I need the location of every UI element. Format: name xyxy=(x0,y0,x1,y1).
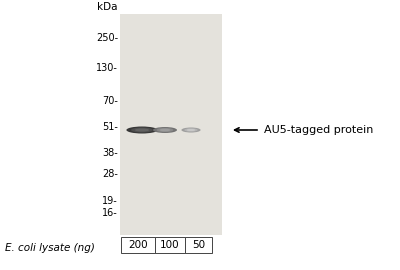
Text: 130-: 130- xyxy=(96,63,118,73)
Ellipse shape xyxy=(131,127,153,133)
Text: 50: 50 xyxy=(192,240,205,250)
Text: 200: 200 xyxy=(128,240,148,250)
Text: AU5-tagged protein: AU5-tagged protein xyxy=(264,125,373,135)
Bar xyxy=(155,237,185,253)
Bar xyxy=(121,237,155,253)
Ellipse shape xyxy=(157,128,174,132)
Ellipse shape xyxy=(126,127,158,133)
Ellipse shape xyxy=(187,129,195,131)
Ellipse shape xyxy=(184,128,198,132)
Ellipse shape xyxy=(182,127,200,133)
Text: kDa: kDa xyxy=(98,2,118,12)
Ellipse shape xyxy=(160,129,170,131)
Text: 250-: 250- xyxy=(96,33,118,43)
Text: 19-: 19- xyxy=(102,196,118,206)
Bar xyxy=(185,237,212,253)
Ellipse shape xyxy=(153,127,177,133)
Ellipse shape xyxy=(135,129,149,131)
Text: 100: 100 xyxy=(160,240,180,250)
Text: 28-: 28- xyxy=(102,169,118,179)
Text: 70-: 70- xyxy=(102,96,118,106)
Text: E. coli lysate (ng): E. coli lysate (ng) xyxy=(5,243,95,253)
Text: 51-: 51- xyxy=(102,122,118,132)
Text: 16-: 16- xyxy=(102,208,118,218)
Bar xyxy=(120,14,222,235)
Text: 38-: 38- xyxy=(102,148,118,158)
